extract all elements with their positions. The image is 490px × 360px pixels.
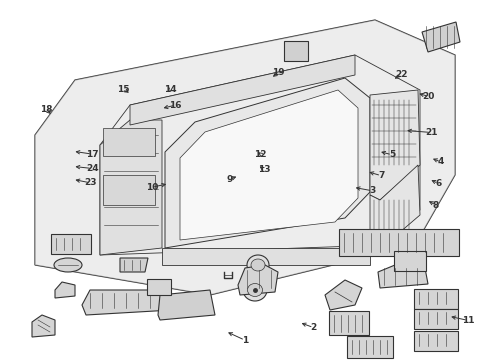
Polygon shape [162, 248, 370, 265]
Polygon shape [370, 165, 420, 245]
Polygon shape [130, 55, 355, 125]
Polygon shape [82, 290, 172, 315]
Polygon shape [238, 265, 278, 295]
FancyBboxPatch shape [339, 229, 459, 256]
Polygon shape [165, 78, 370, 248]
FancyBboxPatch shape [147, 279, 171, 295]
Polygon shape [422, 22, 460, 52]
FancyBboxPatch shape [103, 175, 155, 205]
Text: 7: 7 [378, 171, 385, 180]
Ellipse shape [247, 255, 269, 275]
Polygon shape [35, 20, 455, 295]
Polygon shape [32, 315, 55, 337]
Text: 2: 2 [311, 323, 317, 332]
Text: 12: 12 [254, 150, 267, 158]
Text: 14: 14 [164, 85, 177, 94]
Text: 5: 5 [389, 150, 395, 159]
Text: 15: 15 [117, 85, 130, 94]
Polygon shape [55, 282, 75, 298]
Ellipse shape [54, 258, 82, 272]
FancyBboxPatch shape [394, 251, 426, 271]
Text: 11: 11 [462, 316, 474, 325]
Ellipse shape [243, 279, 267, 301]
FancyBboxPatch shape [103, 128, 155, 156]
Text: 16: 16 [169, 100, 182, 109]
Text: 8: 8 [433, 201, 439, 210]
Text: 6: 6 [436, 179, 441, 188]
FancyBboxPatch shape [414, 309, 458, 329]
Ellipse shape [251, 259, 265, 271]
FancyBboxPatch shape [284, 41, 308, 61]
FancyBboxPatch shape [329, 311, 369, 335]
Polygon shape [35, 20, 455, 295]
Polygon shape [100, 120, 162, 255]
Text: 3: 3 [369, 186, 375, 195]
Text: 17: 17 [86, 150, 98, 158]
Polygon shape [120, 258, 148, 272]
Polygon shape [378, 265, 428, 288]
Polygon shape [325, 280, 362, 310]
FancyBboxPatch shape [414, 331, 458, 351]
FancyBboxPatch shape [414, 289, 458, 309]
Polygon shape [158, 290, 215, 320]
Text: 19: 19 [272, 68, 285, 77]
Text: 13: 13 [258, 165, 271, 174]
Polygon shape [370, 90, 420, 200]
Ellipse shape [247, 284, 263, 297]
Text: 24: 24 [86, 164, 98, 173]
Text: 1: 1 [242, 336, 248, 345]
FancyBboxPatch shape [347, 336, 393, 358]
Text: 4: 4 [438, 158, 444, 166]
Text: 22: 22 [395, 71, 408, 79]
Text: 20: 20 [422, 92, 435, 101]
Text: 21: 21 [425, 128, 438, 137]
Polygon shape [180, 90, 358, 240]
Text: 18: 18 [40, 105, 53, 114]
Text: 23: 23 [84, 178, 97, 187]
FancyBboxPatch shape [51, 234, 91, 254]
Text: 10: 10 [146, 183, 158, 192]
Text: 9: 9 [226, 175, 233, 184]
